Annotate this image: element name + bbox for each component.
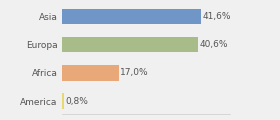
Text: 17,0%: 17,0% [120,68,149,77]
Text: 0,8%: 0,8% [66,97,88,106]
Bar [62,37,198,52]
Bar [62,65,119,81]
Bar [62,9,201,24]
Text: 41,6%: 41,6% [203,12,231,21]
Bar [62,93,64,109]
Text: 40,6%: 40,6% [199,40,228,49]
